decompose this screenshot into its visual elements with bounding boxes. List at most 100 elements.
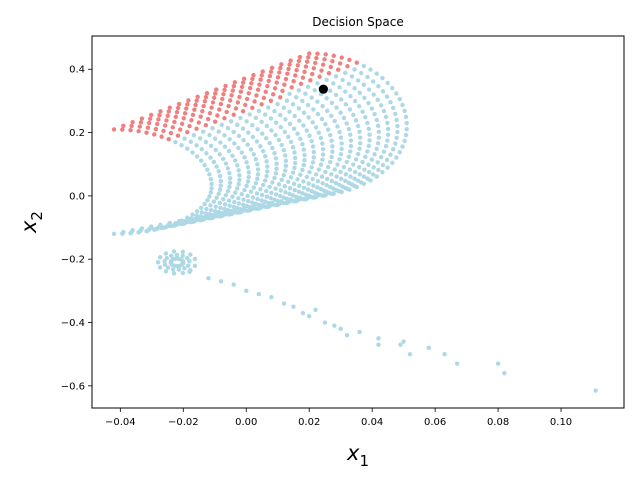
preferred-point xyxy=(270,92,276,97)
feasible-point xyxy=(216,169,221,174)
feasible-point xyxy=(264,194,270,199)
y-axis-label-base: x xyxy=(17,220,41,234)
feasible-point xyxy=(287,185,293,191)
feasible-point xyxy=(360,109,365,114)
feasible-point xyxy=(274,166,279,171)
feasible-point xyxy=(442,351,447,357)
preferred-point xyxy=(238,89,244,94)
feasible-point xyxy=(198,158,204,163)
feasible-point xyxy=(316,130,322,135)
feasible-point xyxy=(176,267,182,272)
feasible-point xyxy=(366,169,372,175)
feasible-point xyxy=(270,180,275,185)
feasible-point xyxy=(298,172,303,177)
preferred-point xyxy=(274,80,279,85)
preferred-point xyxy=(130,119,135,125)
feasible-point xyxy=(454,361,460,366)
feasible-point xyxy=(238,115,243,121)
feasible-point xyxy=(173,139,178,145)
feasible-point xyxy=(216,191,221,196)
feasible-point xyxy=(205,167,210,172)
feasible-point xyxy=(220,196,226,202)
feasible-point xyxy=(272,108,277,114)
feasible-point xyxy=(163,251,169,256)
feasible-point xyxy=(360,159,365,165)
feasible-point xyxy=(273,132,278,138)
feasible-point xyxy=(182,136,187,141)
preferred-point xyxy=(295,63,301,68)
feasible-point xyxy=(236,201,242,206)
x-tick-label: 0.04 xyxy=(361,417,383,428)
y-tick-label: −0.6 xyxy=(61,381,85,392)
preferred-point xyxy=(214,87,219,92)
feasible-point xyxy=(318,162,324,167)
preferred-point xyxy=(278,65,283,71)
feasible-point xyxy=(307,313,312,319)
preferred-point xyxy=(153,126,159,132)
feasible-point xyxy=(343,172,349,177)
feasible-point xyxy=(402,108,407,114)
preferred-point xyxy=(235,100,241,105)
feasible-point xyxy=(397,149,402,155)
feasible-point xyxy=(278,193,283,199)
feasible-point xyxy=(225,188,231,194)
preferred-point xyxy=(254,93,259,98)
y-axis-label-subscript: 2 xyxy=(28,211,46,221)
preferred-point xyxy=(192,107,197,112)
feasible-point xyxy=(282,168,288,173)
feasible-point xyxy=(301,162,306,168)
feasible-point xyxy=(355,123,361,129)
preferred-point xyxy=(182,111,188,116)
feasible-point xyxy=(241,138,246,143)
feasible-point xyxy=(346,126,352,132)
feasible-point xyxy=(194,154,200,159)
preferred-point xyxy=(293,73,298,78)
feasible-point xyxy=(288,139,294,145)
feasible-point xyxy=(223,209,228,215)
preferred-point xyxy=(322,57,327,62)
feasible-point xyxy=(391,146,396,152)
feasible-point xyxy=(204,151,209,156)
feasible-point xyxy=(171,271,177,276)
feasible-point xyxy=(245,142,250,147)
feasible-point xyxy=(304,174,310,180)
feasible-point xyxy=(332,323,337,328)
preferred-point xyxy=(302,69,307,75)
preferred-point xyxy=(144,130,149,135)
feasible-point xyxy=(310,160,316,165)
feasible-point xyxy=(251,185,257,190)
preferred-point xyxy=(175,105,181,111)
feasible-point xyxy=(378,154,384,160)
feasible-point xyxy=(230,153,235,158)
feasible-point xyxy=(232,199,237,205)
feasible-point xyxy=(219,122,225,127)
feasible-point xyxy=(292,160,298,166)
feasible-point xyxy=(329,138,334,143)
feasible-point xyxy=(318,135,324,141)
feasible-point xyxy=(309,165,314,170)
feasible-point xyxy=(199,146,204,152)
feasible-point xyxy=(264,188,269,194)
preferred-point xyxy=(179,121,185,127)
preferred-point xyxy=(251,72,256,78)
feasible-point xyxy=(352,67,357,72)
feasible-point xyxy=(393,111,398,117)
preferred-point xyxy=(201,103,206,109)
preferred-point xyxy=(247,85,253,91)
feasible-point xyxy=(366,100,371,106)
feasible-point xyxy=(272,175,277,181)
feasible-point xyxy=(235,163,240,168)
preferred-point xyxy=(317,74,322,79)
feasible-point xyxy=(311,155,316,160)
feasible-point xyxy=(208,207,214,213)
feasible-point xyxy=(313,307,318,313)
feasible-point xyxy=(214,211,219,217)
preferred-point xyxy=(297,54,303,60)
feasible-point xyxy=(322,320,328,325)
feasible-point xyxy=(343,89,348,94)
feasible-point xyxy=(402,138,407,144)
feasible-point xyxy=(305,187,311,192)
feasible-point xyxy=(275,101,280,107)
feasible-point xyxy=(319,116,325,122)
